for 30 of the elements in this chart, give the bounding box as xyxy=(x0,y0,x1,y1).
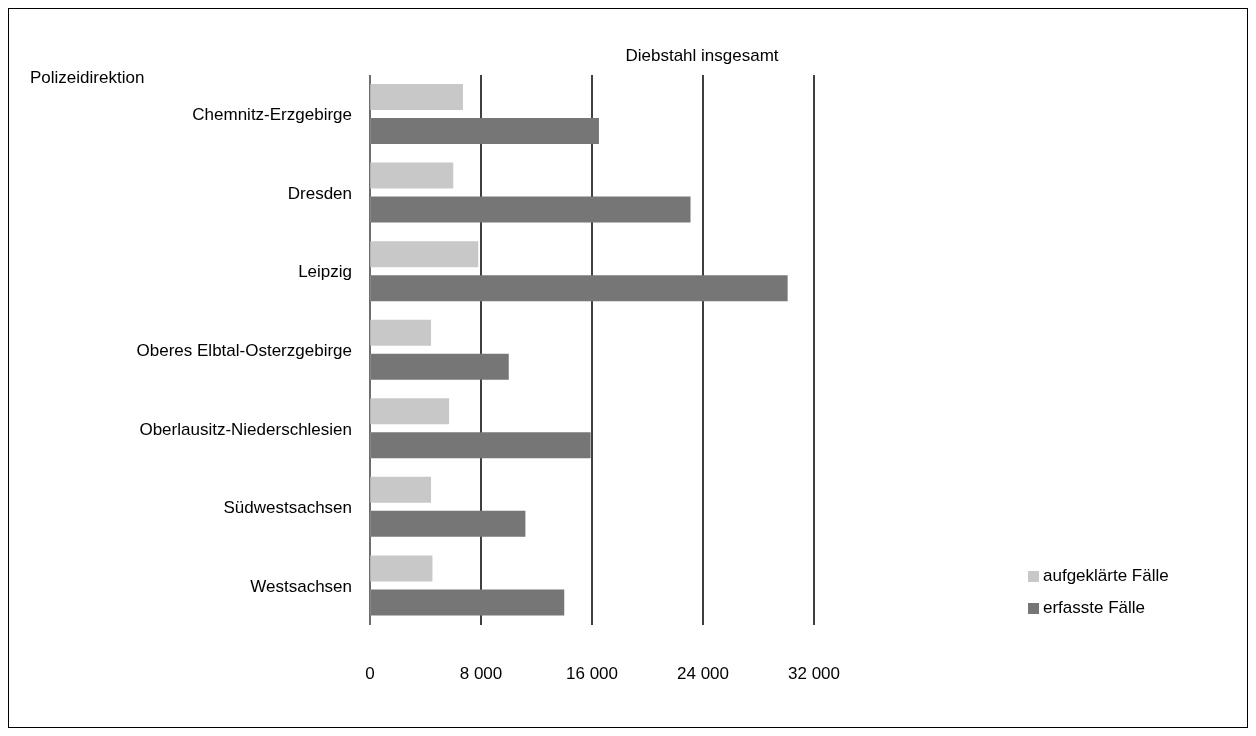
bar xyxy=(370,118,599,144)
bar xyxy=(370,476,432,503)
x-tick-label: 24 000 xyxy=(677,664,729,684)
chart-title: Diebstahl insgesamt xyxy=(624,46,780,66)
y-tick-label: Westsachsen xyxy=(250,576,352,596)
bar xyxy=(370,398,450,425)
y-tick-label: Chemnitz-Erzgebirge xyxy=(192,105,352,125)
x-tick-label: 32 000 xyxy=(788,664,840,684)
bar xyxy=(370,432,591,459)
y-tick-label: Südwestsachsen xyxy=(223,498,352,518)
y-tick-label: Oberlausitz-Niederschlesien xyxy=(139,419,352,439)
bar xyxy=(370,196,691,223)
bar xyxy=(370,353,509,380)
y-axis-title: Polizeidirektion xyxy=(30,68,145,88)
bar xyxy=(370,510,526,537)
y-tick-label: Oberes Elbtal-Osterzgebirge xyxy=(136,341,352,361)
bar xyxy=(370,589,565,616)
bar xyxy=(370,275,788,302)
y-tick-label: Leipzig xyxy=(298,262,352,282)
x-tick-label: 0 xyxy=(365,664,375,684)
legend-label: erfasste Fälle xyxy=(1043,598,1146,617)
bar xyxy=(370,241,479,268)
x-tick-label: 16 000 xyxy=(566,664,618,684)
bar xyxy=(370,162,454,189)
bar xyxy=(370,555,433,582)
legend-label: aufgeklärte Fälle xyxy=(1043,566,1169,585)
x-tick-label: 8 000 xyxy=(459,664,503,684)
bar xyxy=(370,84,463,110)
y-tick-label: Dresden xyxy=(287,183,352,203)
bar xyxy=(370,319,432,346)
